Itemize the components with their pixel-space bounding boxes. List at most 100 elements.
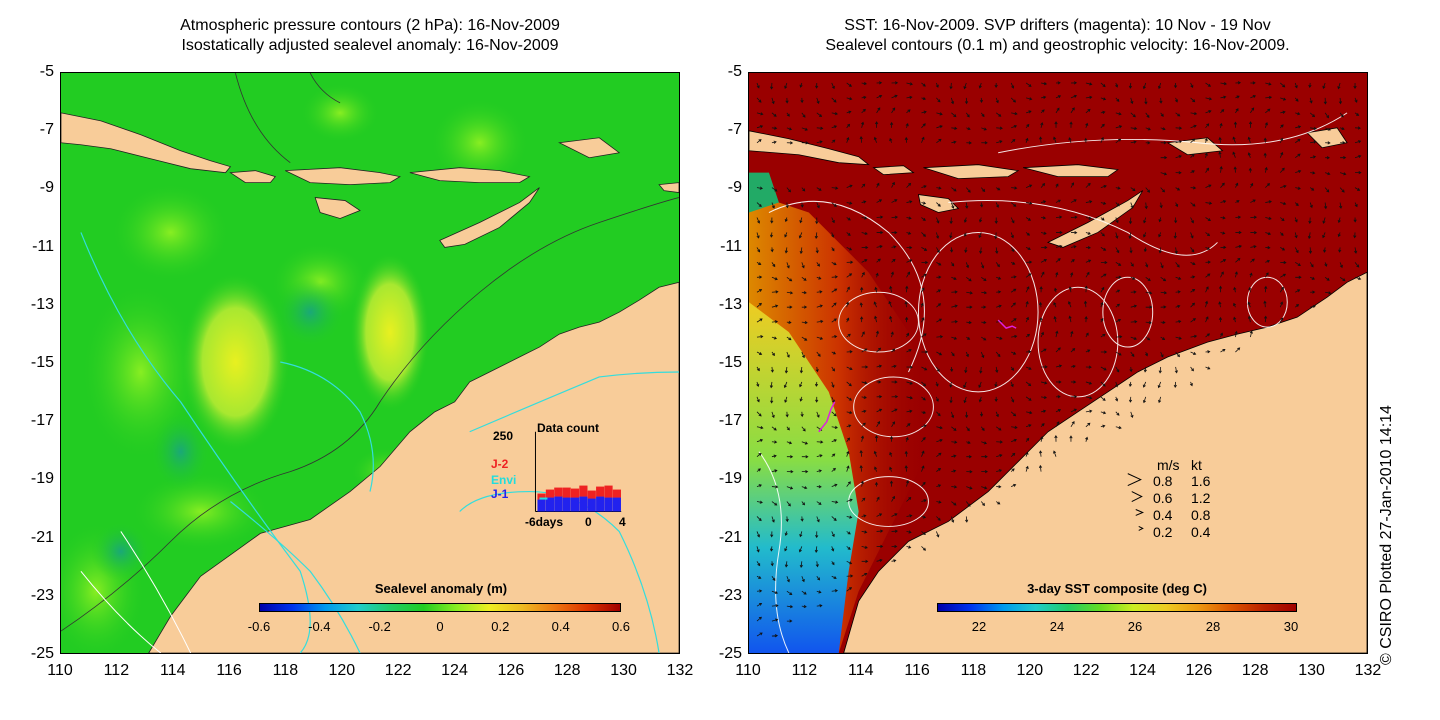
velocity-arrow	[1190, 261, 1196, 266]
velocity-arrow	[861, 395, 867, 399]
velocity-arrow	[831, 500, 839, 504]
velocity-arrow	[904, 316, 909, 323]
velocity-arrow	[981, 141, 988, 145]
velocity-arrow	[1158, 396, 1162, 404]
y-tick-label: -19	[30, 470, 54, 488]
velocity-arrow	[831, 139, 836, 144]
velocity-arrow	[1175, 126, 1183, 130]
velocity-arrow	[815, 82, 819, 89]
velocity-arrow	[846, 574, 854, 578]
velocity-arrow	[1145, 321, 1152, 325]
velocity-arrow	[816, 262, 820, 267]
velocity-arrow	[1115, 381, 1119, 388]
velocity-arrow	[756, 217, 761, 224]
sst-map[interactable]: m/s kt 0.8 1.6 0.6 1.2 0.4 0.8 0.2 0.4 3-day SS…	[748, 72, 1368, 654]
velocity-arrow	[921, 546, 927, 551]
velocity-arrow	[756, 275, 763, 279]
velocity-arrow	[801, 276, 807, 281]
velocity-arrow	[1053, 302, 1057, 308]
velocity-arrow	[801, 305, 808, 309]
velocity-arrow	[876, 408, 883, 413]
velocity-arrow	[756, 561, 761, 567]
velocity-arrow	[876, 215, 884, 219]
velocity-arrow	[1309, 262, 1314, 268]
velocity-arrow	[756, 302, 762, 308]
velocity-arrow	[966, 336, 971, 340]
velocity-arrow	[906, 216, 912, 220]
velocity-arrow	[1218, 285, 1223, 293]
velocity-arrow	[1280, 184, 1287, 188]
velocity-arrow	[1145, 351, 1149, 357]
velocity-arrow	[906, 200, 913, 204]
velocity-arrow	[1115, 351, 1122, 356]
x-tick-label: 118	[272, 662, 299, 679]
velocity-arrow	[979, 97, 984, 103]
velocity-arrow	[1115, 303, 1120, 308]
velocity-arrow	[949, 247, 954, 253]
velocity-arrow	[965, 112, 970, 118]
velocity-arrow	[1310, 155, 1317, 159]
velocity-arrow	[1354, 97, 1358, 103]
velocity-arrow	[1100, 366, 1107, 371]
velocity-arrow	[921, 201, 927, 205]
velocity-arrow	[981, 276, 987, 282]
x-tick-label: 112	[103, 662, 130, 679]
velocity-arrow	[1190, 186, 1197, 190]
inset-x-label-start: -6days	[525, 515, 564, 529]
velocity-arrow	[1205, 184, 1212, 188]
velocity-arrow	[1247, 315, 1252, 323]
velocity-arrow	[756, 247, 761, 253]
velocity-arrow	[876, 347, 882, 353]
colorbar-tick-label: 0.2	[491, 619, 510, 634]
velocity-arrow	[891, 364, 897, 368]
velocity-arrow	[1265, 259, 1271, 263]
velocity-arrow	[1220, 82, 1227, 86]
velocity-arrow	[816, 112, 823, 117]
colorbar-tick-label: 24	[1049, 619, 1065, 634]
velocity-arrow	[756, 381, 760, 387]
velocity-arrow	[1040, 259, 1048, 263]
velocity-arrow	[876, 230, 884, 235]
velocity-arrow	[756, 468, 761, 472]
velocity-arrow	[1190, 111, 1198, 116]
velocity-arrow	[1069, 435, 1073, 442]
velocity-arrow	[979, 411, 984, 417]
velocity-arrow	[963, 381, 967, 389]
velocity-arrow	[1040, 409, 1047, 413]
velocity-arrow	[831, 531, 835, 538]
velocity-arrow	[891, 94, 898, 99]
velocity-arrow	[1310, 290, 1316, 294]
velocity-arrow	[771, 485, 779, 489]
velocity-arrow	[770, 217, 774, 224]
velocity-arrow	[846, 110, 852, 114]
velocity-arrow	[756, 335, 764, 339]
velocity-arrow	[1068, 137, 1072, 143]
x-tick-label: 126	[497, 662, 525, 679]
sealevel-anomaly-map[interactable]: 250 Data count J-2 Envi J-1 -6days 0 4 S…	[60, 72, 680, 654]
velocity-arrow	[1040, 200, 1047, 204]
velocity-arrow	[1279, 301, 1284, 308]
velocity-arrow	[936, 438, 943, 443]
velocity-arrow	[906, 95, 913, 100]
velocity-arrow	[1011, 275, 1017, 279]
velocity-arrow	[1055, 199, 1061, 203]
velocity-arrow	[861, 183, 866, 188]
velocity-arrow	[1324, 262, 1328, 267]
histogram-bar-envi	[539, 497, 548, 500]
velocity-arrow	[816, 202, 820, 209]
velocity-arrow	[1040, 331, 1044, 338]
velocity-arrow	[771, 501, 778, 506]
velocity-arrow	[1325, 141, 1331, 145]
velocity-arrow	[1100, 110, 1106, 114]
velocity-arrow	[1085, 271, 1090, 278]
velocity-arrow	[846, 531, 851, 535]
velocity-arrow	[1175, 154, 1182, 159]
velocity-arrow	[1174, 217, 1178, 224]
velocity-arrow	[1309, 112, 1316, 118]
velocity-arrow	[799, 366, 804, 374]
velocity-arrow	[951, 351, 955, 357]
velocity-arrow	[1294, 153, 1301, 159]
velocity-arrow	[1085, 396, 1093, 400]
velocity-arrow	[995, 112, 1002, 117]
velocity-arrow	[815, 561, 819, 568]
